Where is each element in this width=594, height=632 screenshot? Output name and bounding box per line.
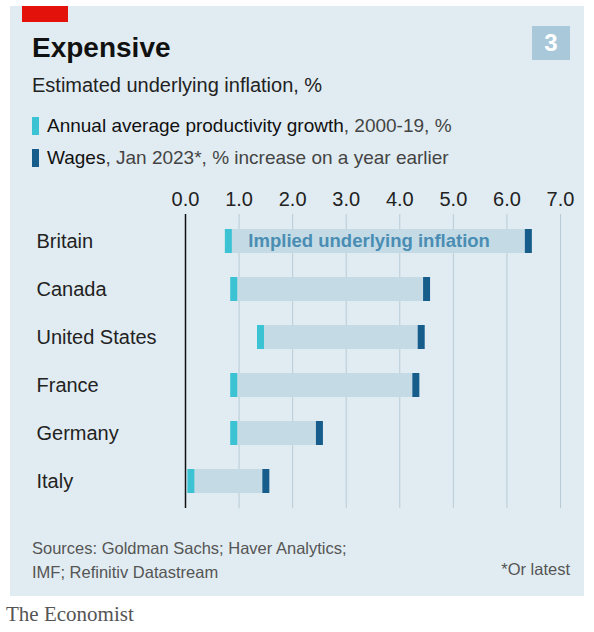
svg-text:0.0: 0.0 <box>172 188 200 210</box>
svg-text:Germany: Germany <box>37 422 119 444</box>
html-text:Sources: Goldman Sachs; Haver: Sources: Goldman Sachs; Haver Analytics;… <box>32 539 347 581</box>
svg-text:2.0: 2.0 <box>279 188 307 210</box>
svg-text:Implied underlying inflation: Implied underlying inflation <box>248 230 490 251</box>
svg-text:5.0: 5.0 <box>439 188 467 210</box>
html-text:Wages, Jan 2023*, % increase o: Wages, Jan 2023*, % increase on a year e… <box>47 147 449 168</box>
html-text:Estimated underlying inflation: Estimated underlying inflation, % <box>32 74 323 96</box>
svg-text:3.0: 3.0 <box>332 188 360 210</box>
svg-text:France: France <box>37 374 99 396</box>
html-text:3: 3 <box>544 29 558 56</box>
html-text:Annual average productivity gr: Annual average productivity growth, 2000… <box>47 115 452 136</box>
svg-text:Italy: Italy <box>37 470 74 492</box>
svg-text:Britain: Britain <box>37 230 94 252</box>
svg-text:6.0: 6.0 <box>493 188 521 210</box>
html-text:*Or latest: *Or latest <box>501 560 570 578</box>
svg-text:1.0: 1.0 <box>225 188 253 210</box>
html-text:The Economist: The Economist <box>6 602 134 626</box>
html-text:Expensive: Expensive <box>32 32 171 63</box>
svg-text:United States: United States <box>37 326 157 348</box>
svg-text:Canada: Canada <box>37 278 108 300</box>
svg-text:4.0: 4.0 <box>386 188 414 210</box>
svg-text:7.0: 7.0 <box>547 188 575 210</box>
